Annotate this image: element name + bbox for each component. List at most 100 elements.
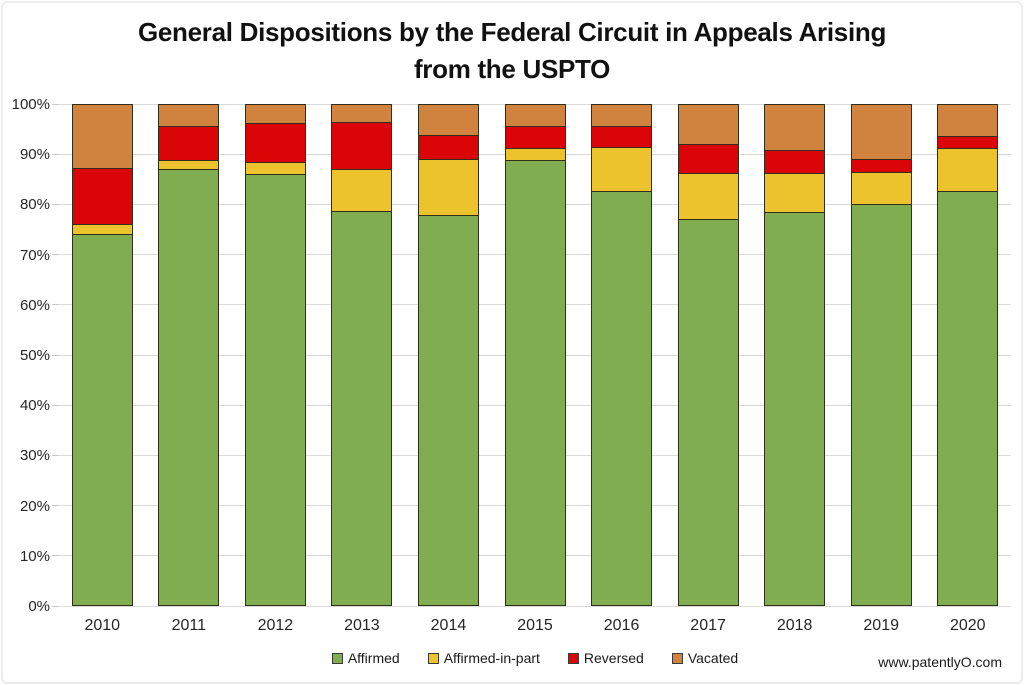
x-tick-label-2018: 2018 (776, 617, 813, 634)
y-axis-labels: 0% 10% 20% 30% 40% 50% 60% 70% 80% 90% 100% (0, 96, 50, 615)
bar-column-2020 (924, 104, 1011, 606)
y-tick (52, 203, 59, 205)
bar-segment-vacated-2020 (937, 104, 999, 137)
y-tick (52, 254, 59, 256)
y-tick-label: 100% (11, 96, 50, 113)
stacked-bar-2019 (850, 104, 912, 606)
bar-segment-vacated-2014 (417, 104, 479, 136)
y-tick-label: 80% (19, 196, 50, 214)
legend-item-affirmed: Affirmed (331, 650, 400, 666)
x-tick-label-2019: 2019 (863, 617, 899, 634)
bar-segment-affirmed-2016 (591, 191, 653, 606)
bar-segment-affirmed-2012 (244, 175, 306, 606)
bar-segment-affirmed-in-part-2019 (850, 172, 912, 206)
bar-segment-affirmed-in-part-2014 (417, 160, 479, 216)
bar-column-2010 (59, 104, 146, 606)
y-tick-label: 0% (28, 598, 50, 615)
y-tick-label: 20% (19, 497, 50, 515)
chart-title-line1: General Dispositions by the Federal Circ… (137, 17, 887, 47)
bar-segment-reversed-2012 (244, 124, 306, 163)
bar-column-2018 (751, 104, 838, 606)
bar-segment-reversed-2016 (591, 126, 653, 148)
bar-column-2014 (405, 104, 492, 606)
y-tick-label: 90% (19, 146, 50, 164)
bar-segment-vacated-2010 (71, 104, 133, 170)
x-tick-label-2015: 2015 (517, 617, 553, 634)
bar-segment-affirmed-in-part-2011 (158, 160, 220, 171)
bars-row (59, 104, 1011, 606)
bar-segment-reversed-2017 (677, 144, 739, 174)
bar-segment-affirmed-2018 (764, 212, 826, 606)
x-tick-label-2011: 2011 (171, 617, 207, 634)
x-tick-label-2010: 2010 (84, 617, 121, 634)
x-tick-label-2017: 2017 (690, 617, 726, 634)
y-tick-label: 70% (19, 246, 50, 264)
bar-segment-affirmed-2011 (158, 170, 220, 606)
x-tick-label-2013: 2013 (344, 617, 380, 634)
bar-segment-reversed-2011 (158, 126, 220, 161)
bar-column-2016 (578, 104, 665, 606)
y-tick (52, 153, 59, 155)
legend-label: Affirmed (347, 650, 400, 666)
bar-segment-reversed-2010 (71, 169, 133, 225)
bar-segment-affirmed-in-part-2018 (764, 173, 826, 213)
bar-column-2015 (492, 104, 579, 606)
bar-segment-vacated-2011 (158, 104, 220, 127)
chart-title-line2: from the USPTO (413, 54, 611, 84)
watermark: www.patentlyO.com (878, 654, 1002, 670)
bar-segment-affirmed-in-part-2010 (71, 224, 133, 235)
bar-column-2012 (232, 104, 319, 606)
bar-segment-affirmed-in-part-2013 (331, 170, 393, 212)
bar-segment-affirmed-in-part-2015 (504, 148, 566, 161)
bar-segment-vacated-2015 (504, 104, 566, 127)
bar-segment-affirmed-2014 (417, 215, 479, 606)
stacked-bar-2017 (677, 104, 739, 606)
y-tick-label: 50% (19, 347, 50, 364)
bar-segment-affirmed-2020 (937, 191, 999, 606)
bar-segment-vacated-2013 (331, 104, 393, 123)
bar-segment-affirmed-in-part-2020 (937, 148, 999, 192)
y-tick-label: 40% (19, 397, 50, 415)
legend-swatch-icon (567, 652, 579, 664)
legend-item-vacated: Vacated (671, 650, 739, 666)
gridline-0 (59, 605, 1011, 607)
chart-title: General Dispositions by the Federal Circ… (0, 14, 1024, 88)
legend-label: Vacated (687, 650, 739, 666)
legend-item-reversed: Reversed (567, 650, 644, 666)
y-tick (52, 103, 59, 105)
legend-label: Reversed (583, 650, 644, 666)
bar-segment-affirmed-in-part-2016 (591, 147, 653, 192)
bar-segment-affirmed-in-part-2017 (677, 173, 739, 221)
bar-segment-affirmed-2019 (850, 205, 912, 606)
bar-segment-vacated-2019 (850, 104, 912, 160)
y-tick-label: 10% (19, 547, 50, 565)
y-tick-label: 30% (19, 447, 50, 465)
x-tick-label-2014: 2014 (430, 617, 467, 634)
bar-segment-reversed-2019 (850, 159, 912, 173)
y-tick (52, 304, 59, 306)
stacked-bar-2018 (764, 104, 826, 606)
stacked-bar-2016 (591, 104, 653, 606)
bar-segment-reversed-2018 (764, 150, 826, 174)
bar-segment-reversed-2014 (417, 135, 479, 161)
stacked-bar-2010 (71, 104, 133, 606)
x-tick-label-2012: 2012 (257, 617, 294, 634)
x-tick-label-2016: 2016 (603, 617, 640, 634)
bar-column-2011 (146, 104, 233, 606)
bar-column-2017 (665, 104, 752, 606)
legend-item-affirmed-in-part: Affirmed-in-part (427, 650, 540, 666)
bar-segment-vacated-2017 (677, 104, 739, 145)
y-tick (52, 555, 59, 557)
stacked-bar-2020 (937, 104, 999, 606)
y-tick (52, 454, 59, 456)
bar-segment-affirmed-2015 (504, 160, 566, 606)
stacked-bar-2015 (504, 104, 566, 606)
stacked-bar-2011 (158, 104, 220, 606)
bar-segment-vacated-2012 (244, 104, 306, 125)
y-tick (52, 404, 59, 406)
bar-segment-affirmed-in-part-2012 (244, 162, 306, 176)
legend-swatch-icon (427, 652, 439, 664)
bar-segment-reversed-2020 (937, 136, 999, 149)
